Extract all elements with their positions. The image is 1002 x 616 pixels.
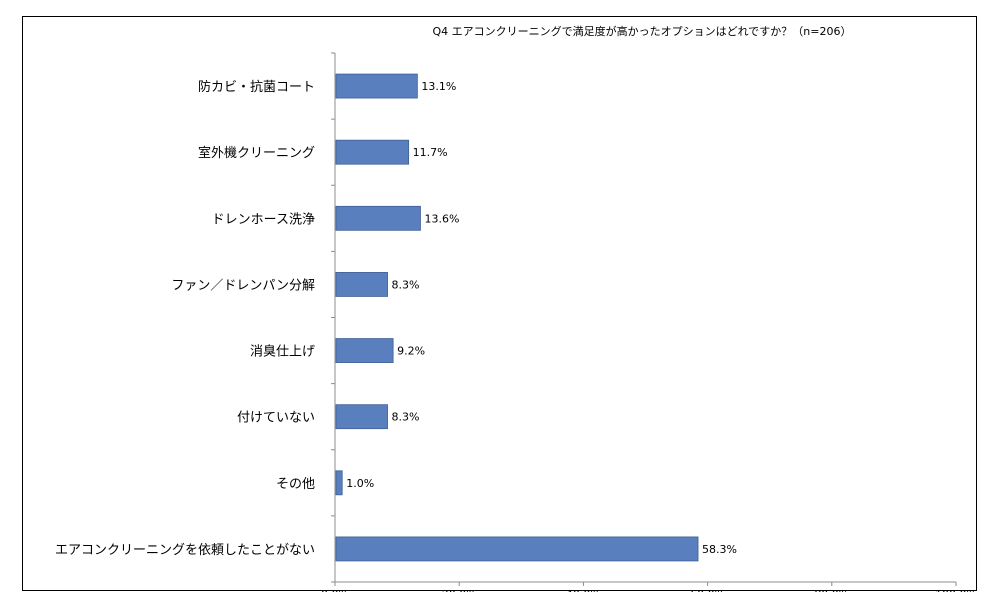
category-label: ファン／ドレンパン分解 [171,278,315,293]
category-label: ドレンホース洗浄 [212,212,315,227]
value-label: 9.2% [397,345,425,358]
bar [335,338,394,363]
value-label: 58.3% [702,543,737,556]
x-tick-label: 80.0% [814,588,849,592]
chart-svg: Q4 エアコンクリーニングで満足度が高かったオプションはどれですか？（n=206… [55,24,977,592]
chart-title: Q4 エアコンクリーニングで満足度が高かったオプションはどれですか？（n=206… [432,24,851,38]
x-tick-label: 0.0% [321,588,349,592]
value-label: 1.0% [346,477,374,490]
bar [335,536,699,562]
bar [335,139,410,165]
value-label: 13.1% [421,80,456,93]
category-label: 防カビ・抗菌コート [198,79,315,95]
bar [335,272,388,297]
category-label: 消臭仕上げ [250,345,315,360]
category-label: 室外機クリーニング [198,145,315,161]
bars-layer: 0.0% 20.0% 40.0% 60.0% 80.0% 100.0% 防カビ・抗菌コート 1… [55,52,977,592]
value-label: 8.3% [392,278,420,291]
bar [335,404,388,430]
category-label: 付けていない [237,411,315,426]
bar [335,73,418,99]
x-tick-label: 60.0% [690,588,725,592]
bar [335,470,343,496]
x-tick-label: 20.0% [442,588,477,592]
bar [335,205,421,231]
value-label: 8.3% [392,411,420,424]
category-label: エアコンクリーニングを依頼したことがない [55,543,315,558]
category-label: その他 [276,477,315,492]
x-tick-label: 40.0% [566,588,601,592]
chart-frame: Q4 エアコンクリーニングで満足度が高かったオプションはどれですか？（n=206… [22,16,977,592]
value-label: 11.7% [413,146,448,159]
value-label: 13.6% [424,212,459,225]
x-tick-label: 100.0% [935,588,977,592]
